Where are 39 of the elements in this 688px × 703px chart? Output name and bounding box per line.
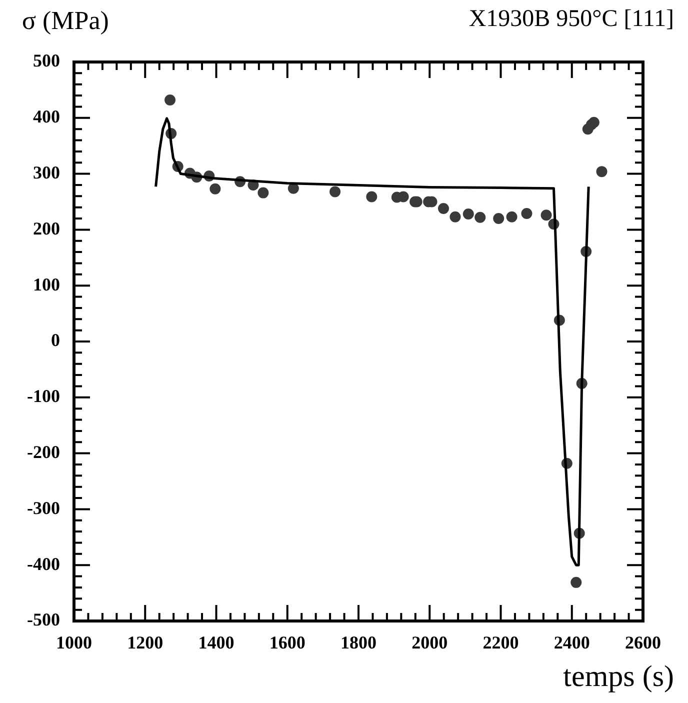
x-tick-label: 1400 [198, 632, 234, 652]
y-tick-label: 300 [33, 162, 60, 182]
point [438, 202, 449, 214]
x-tick-label: 2600 [625, 632, 661, 652]
point [493, 213, 504, 224]
x-tick-label: 1600 [269, 632, 306, 652]
point [258, 187, 269, 198]
chart-title: X1930B 950°C [111] [468, 6, 674, 33]
point [521, 208, 532, 219]
x-axis-title: temps (s) [563, 660, 674, 694]
y-tick-label: 100 [33, 274, 60, 294]
point [570, 576, 582, 588]
x-tick-label: 2400 [554, 632, 590, 652]
point [506, 211, 518, 222]
point [450, 211, 461, 222]
y-tick-label: 200 [33, 218, 60, 238]
y-tick-label: 0 [51, 330, 60, 350]
y-tick-label: -100 [27, 386, 60, 406]
y-tick-label: -400 [27, 554, 60, 574]
point [164, 94, 176, 106]
y-tick-label: 400 [33, 106, 60, 127]
point [588, 116, 600, 128]
y-tick-label: -500 [27, 610, 60, 630]
y-tick-label: -300 [27, 498, 60, 518]
y-tick-label: -200 [27, 442, 60, 462]
point [210, 183, 221, 194]
point [540, 210, 552, 221]
x-tick-label: 2000 [412, 632, 448, 652]
x-tick-label: 2200 [482, 632, 519, 652]
x-tick-label: 1200 [127, 632, 164, 652]
x-tick-label: 1800 [340, 632, 376, 652]
y-tick-label: 500 [33, 50, 60, 71]
y-axis-title: σ (MPa) [22, 6, 109, 36]
point [330, 186, 341, 198]
point [462, 208, 474, 220]
point [474, 212, 486, 223]
point [596, 166, 608, 178]
x-tick-label: 1000 [56, 632, 92, 652]
point [366, 191, 378, 202]
